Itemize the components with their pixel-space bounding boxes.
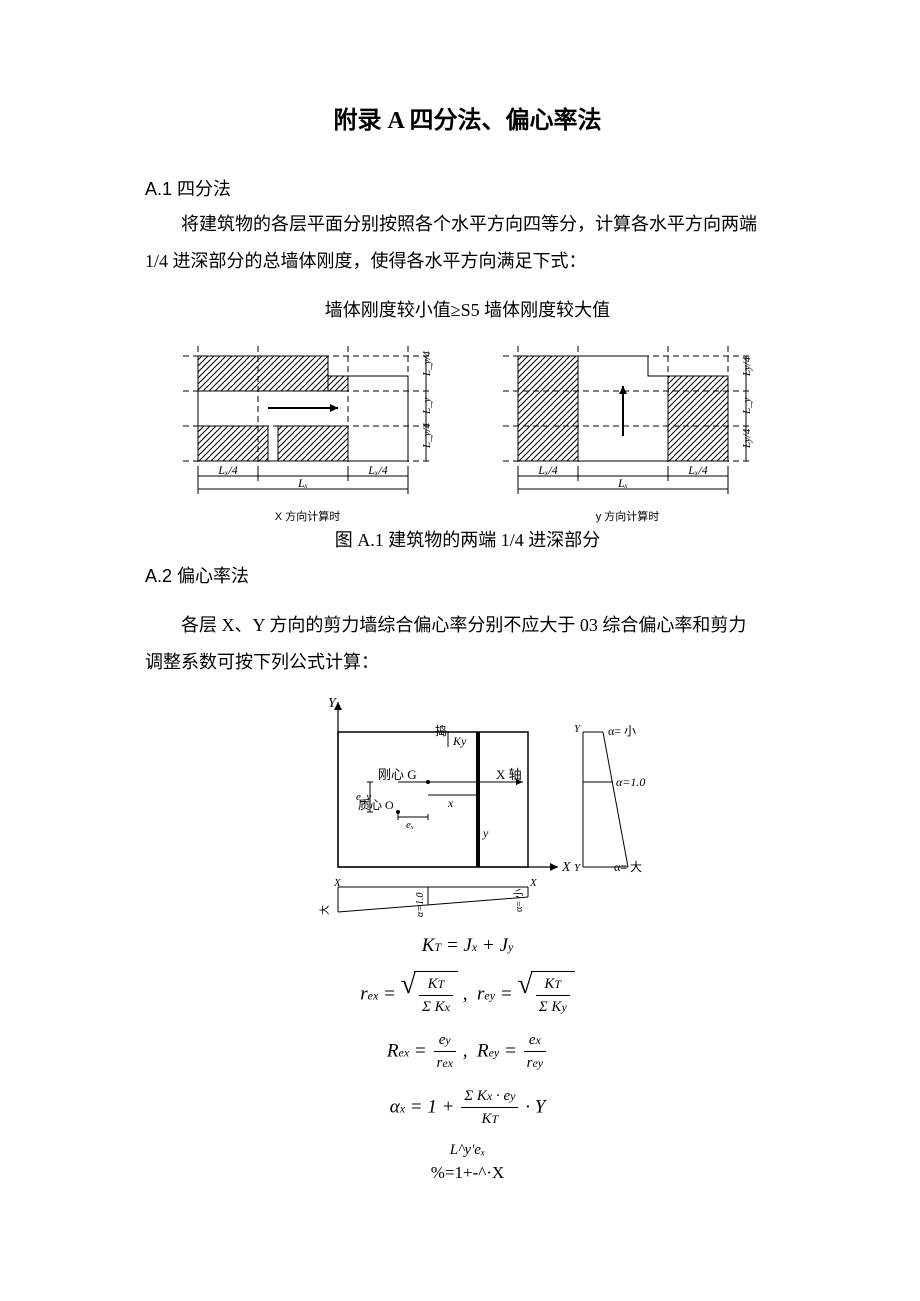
eq-alpha-x: αx = 1 + Σ Kx · eyKT · Y — [145, 1085, 790, 1131]
axis-x-label: X — [561, 860, 571, 875]
dim-lx: Lₓ — [296, 476, 307, 490]
eq-extra2: %=1+-^·X — [145, 1162, 790, 1184]
ex-dim: eₓ — [406, 819, 414, 831]
figure-a1-right: Ly/4 L_y Ly/4 Lₓ/4 Lₓ/4 Lₓ — [488, 336, 768, 524]
figure-a1-left: L_y/4 L_y L_y/4 Lₓ/4 Lₓ/4 Lₓ — [168, 336, 448, 524]
alpha-Y-bot: Y — [574, 862, 582, 874]
alpha-X-right: X — [529, 877, 538, 889]
alpha-big: α= 大 — [614, 860, 642, 874]
section-a1-head: A.1 四分法 — [145, 175, 790, 201]
dim-ly4-bot-r: Ly/4 — [741, 428, 753, 449]
dim-lx4-right: Lₓ/4 — [367, 463, 387, 477]
x-axis-inner: X 轴 — [496, 767, 522, 782]
a2-para-line2: 调整系数可按下列公式计算： — [145, 647, 790, 678]
a2-para-line1: 各层 X、Y 方向的剪力墙综合偏心率分别不应大于 03 综合偏心率和剪力 — [145, 610, 790, 641]
dim-lx-r: Lₓ — [616, 476, 627, 490]
alpha-sm-bottom: α= 小 — [513, 889, 525, 912]
equation-block: KT = Jx + Jy rex = √KTΣ Kx , rey = √KTΣ … — [145, 932, 790, 1131]
figure-a1-row: L_y/4 L_y L_y/4 Lₓ/4 Lₓ/4 Lₓ — [145, 336, 790, 524]
eq-rex-rey: rex = √KTΣ Kx , rey = √KTΣ Ky — [145, 971, 790, 1019]
figure-a2: Y X X 轴 Ky 捣 刚心 G 质心 O e_y — [145, 687, 790, 922]
figure-a1-right-cap: y 方向计算时 — [488, 508, 768, 524]
eq-extra1: L^y'eₓ — [145, 1141, 790, 1161]
a1-para-line2: 1/4 进深部分的总墙体刚度，使得各水平方向满足下式： — [145, 246, 790, 277]
alpha-Y-top: Y — [574, 723, 582, 735]
dim-lx4-right-r: Lₓ/4 — [687, 463, 707, 477]
y-span: y — [482, 826, 489, 840]
a1-para-line1: 将建筑物的各层平面分别按照各个水平方向四等分，计算各水平方向两端 — [145, 209, 790, 240]
figure-a1-caption: 图 A.1 建筑物的两端 1/4 进深部分 — [145, 526, 790, 552]
dao-label: 捣 — [435, 723, 447, 738]
dim-ly4-top-r: Ly/4 — [741, 356, 753, 377]
dim-lx4-left-r: Lₓ/4 — [537, 463, 557, 477]
eq-kt: KT = Jx + Jy — [145, 932, 790, 961]
figure-a1-left-cap: X 方向计算时 — [168, 508, 448, 524]
alpha-X-left: X — [333, 877, 342, 889]
a1-inequality: 墙体刚度较小值≥S5 墙体刚度较大值 — [145, 296, 790, 322]
alpha-big-bottom: 大 — [318, 905, 331, 915]
alpha-small: α= 小 — [608, 724, 636, 738]
page-title: 附录 A 四分法、偏心率法 — [145, 100, 790, 135]
section-a2-head: A.2 偏心率法 — [145, 562, 790, 588]
ky-label: Ky — [452, 734, 467, 748]
dim-lx4-left: Lₓ/4 — [217, 463, 237, 477]
x-span: x — [447, 796, 454, 810]
alpha-one: α=1.0 — [616, 775, 645, 789]
dim-ly4-bot: L_y/4 — [421, 423, 433, 450]
eq-rex-big: Rex = eyrex , Rey = exrey — [145, 1029, 790, 1075]
alpha10-bottom: α=1.0 — [415, 893, 426, 918]
g-label: 刚心 G — [378, 767, 417, 782]
dim-ly-r: L_y — [741, 398, 753, 416]
ey-dim: e_y — [356, 791, 371, 803]
dim-ly4-top: L_y/4 — [421, 351, 433, 378]
dim-ly: L_y — [421, 398, 433, 416]
